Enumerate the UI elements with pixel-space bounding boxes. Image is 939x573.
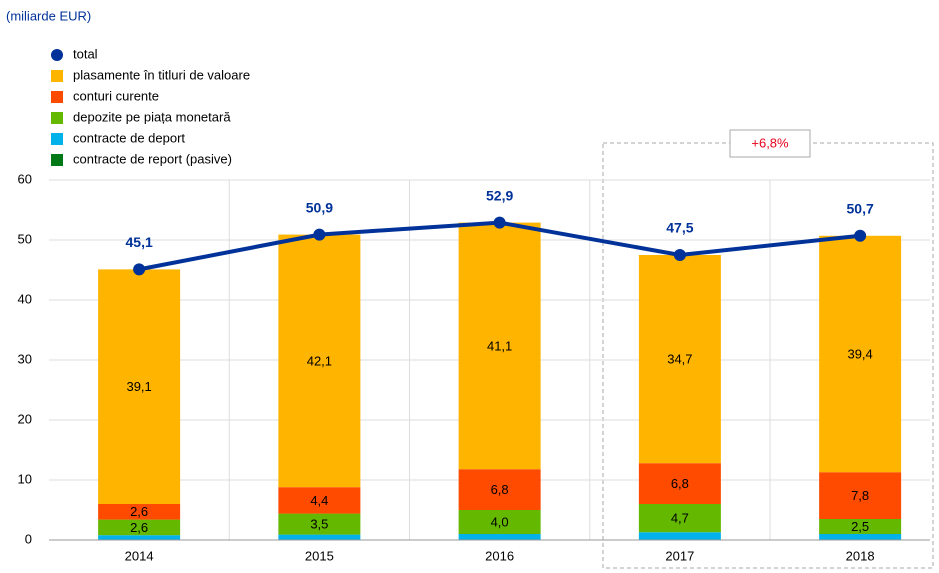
total-label: 52,9 [486,187,513,203]
legend-marker [51,133,63,145]
bar-segment [98,519,181,536]
x-tick-label: 2018 [846,548,875,563]
annotation: +6,8% [751,135,789,150]
data-label: 42,1 [307,353,332,368]
bar-segment [278,513,361,535]
bar-segment [819,472,902,519]
total-label: 50,9 [306,199,333,215]
x-tick-label: 2017 [665,548,694,563]
bar-segment [98,269,181,504]
data-label: 2,6 [130,504,148,519]
x-tick-label: 2014 [125,548,154,563]
legend-marker [51,49,63,61]
line-point [133,263,146,276]
y-tick-label: 50 [18,231,32,246]
x-tick-label: 2016 [485,548,514,563]
bar-segment [458,222,541,470]
bar-segment [458,469,541,510]
line-point [854,229,867,242]
bar-segment [638,532,721,540]
data-label: 4,7 [671,511,689,526]
data-label: 39,1 [126,379,151,394]
y-tick-label: 60 [18,171,32,186]
bar-segment [819,235,902,473]
bar-segment [819,534,902,540]
unit-label: (miliarde EUR) [6,8,91,23]
legend-marker [51,154,63,166]
total-label: 50,7 [847,201,874,217]
data-label: 3,5 [310,517,328,532]
data-label: 39,4 [847,346,872,361]
legend-marker [51,91,63,103]
y-tick-label: 40 [18,291,32,306]
data-label: 2,6 [130,520,148,535]
data-label: 4,0 [491,514,509,529]
bar-segment [638,255,721,464]
bar-segment [278,234,361,488]
bar-segment [278,534,361,540]
legend-label: depozite pe piața monetară [73,109,231,124]
bar-segment [278,487,361,514]
data-label: 34,7 [667,352,692,367]
bar-segment [638,463,721,504]
data-label: 2,5 [851,519,869,534]
total-label: 45,1 [126,234,153,250]
legend-marker [51,112,63,124]
legend-label: contracte de report (pasive) [73,151,232,166]
y-tick-label: 0 [25,531,32,546]
annotation-box [729,129,811,158]
data-label: 41,1 [487,338,512,353]
line-point [313,228,326,241]
bar-segment [98,504,181,520]
line-point [493,216,506,229]
legend-label: total [73,46,98,61]
y-tick-label: 30 [18,351,32,366]
bar-segment [98,535,181,540]
bar-segment [458,534,541,540]
data-label: 6,8 [671,476,689,491]
data-label: 7,8 [851,488,869,503]
y-tick-label: 20 [18,411,32,426]
data-label: 6,8 [491,482,509,497]
bar-segment [458,510,541,534]
x-tick-label: 2015 [305,548,334,563]
bar-segment [638,504,721,533]
bar-segment [819,519,902,534]
y-tick-label: 10 [18,471,32,486]
total-label: 47,5 [666,220,693,236]
legend-marker [51,70,63,82]
line-point [673,249,686,261]
legend-label: conturi curente [73,88,159,103]
legend-label: plasamente în titluri de valoare [73,67,250,82]
data-label: 4,4 [310,493,328,508]
legend-label: contracte de deport [73,130,185,145]
